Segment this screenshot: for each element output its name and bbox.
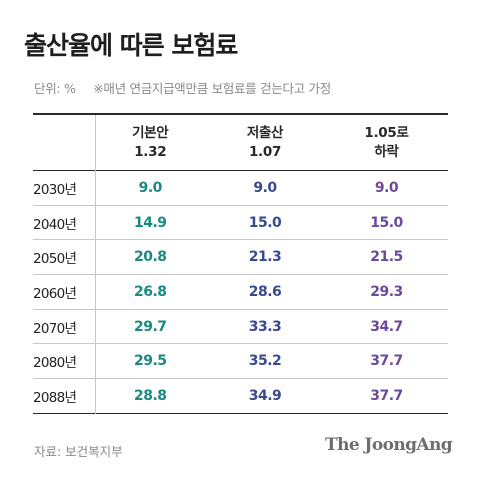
value-cell: 29.3 [370, 283, 403, 300]
value-cell: 21.3 [248, 249, 282, 266]
year-cell: 2050년 [33, 239, 96, 275]
value-cell: 26.8 [133, 283, 167, 300]
header-year-cell [33, 114, 96, 171]
header-label-line1: 1.05로 [364, 124, 409, 141]
table-row: 2040년 14.9 15.0 15.0 [33, 205, 448, 240]
value-cell: 9.0 [138, 179, 163, 196]
value-cell: 14.9 [133, 214, 167, 231]
year-cell: 2080년 [33, 343, 96, 379]
value-cell: 20.8 [133, 249, 167, 266]
header-label-line1: 기본안 [132, 124, 169, 141]
table-row: 2060년 26.8 28.6 29.3 [33, 274, 448, 310]
value-cell: 37.7 [370, 387, 403, 404]
header-label-line2: 1.32 [134, 143, 167, 160]
table-row: 2050년 20.8 21.3 21.5 [33, 239, 448, 275]
year-cell: 2030년 [33, 170, 96, 206]
value-cell: 15.0 [248, 214, 282, 231]
table-body: 2030년 9.0 9.0 9.0 2040년 14.9 15.0 15.0 2050년 20.8… [33, 170, 448, 414]
unit-label: 단위: % [34, 81, 76, 96]
table-row: 2070년 29.7 33.3 34.7 [33, 309, 448, 344]
header-label-line2: 1.07 [248, 143, 282, 160]
chart-subtitle: 단위: % ※매년 연금지급액만큼 보험료를 걷는다고 가정 [34, 78, 331, 97]
value-cell: 28.6 [248, 283, 282, 300]
table-row: 2088년 28.8 34.9 37.7 [33, 378, 448, 414]
header-label-line1: 저출산 [246, 124, 284, 141]
value-cell: 9.0 [374, 179, 399, 196]
value-cell: 28.8 [133, 387, 167, 404]
premium-table: 기본안 1.32 저출산 1.07 1.05로 하락 2030년 9.0 9.0 9.… [33, 113, 448, 414]
publisher-logo: The JoongAng [325, 435, 453, 455]
year-cell: 2040년 [33, 205, 96, 240]
value-cell: 35.2 [248, 353, 282, 370]
value-cell: 29.7 [133, 318, 167, 335]
value-cell: 34.7 [370, 318, 403, 335]
value-cell: 29.5 [133, 353, 167, 370]
value-cell: 34.9 [248, 387, 282, 404]
assumption-note: ※매년 연금지급액만큼 보험료를 걷는다고 가정 [93, 81, 331, 96]
header-scenario-base: 기본안 1.32 [95, 114, 205, 171]
premium-table-container: 기본안 1.32 저출산 1.07 1.05로 하락 2030년 9.0 9.0 9.… [33, 113, 448, 414]
table-row: 2030년 9.0 9.0 9.0 [33, 170, 448, 206]
source-note: 자료: 보건복지부 [34, 444, 123, 459]
value-cell: 33.3 [248, 318, 282, 335]
header-scenario-decline: 1.05로 하락 [325, 114, 448, 171]
header-label-line2: 하락 [374, 143, 399, 160]
table-header-row: 기본안 1.32 저출산 1.07 1.05로 하락 [33, 114, 448, 171]
table-row: 2080년 29.5 35.2 37.7 [33, 343, 448, 379]
chart-title: 출산율에 따른 보험료 [24, 31, 238, 60]
header-scenario-low: 저출산 1.07 [205, 114, 325, 171]
year-cell: 2070년 [33, 309, 96, 344]
value-cell: 37.7 [370, 353, 403, 370]
value-cell: 9.0 [253, 179, 277, 196]
value-cell: 15.0 [370, 214, 403, 231]
value-cell: 21.5 [370, 249, 403, 266]
year-cell: 2088년 [33, 378, 96, 414]
year-cell: 2060년 [33, 274, 96, 310]
